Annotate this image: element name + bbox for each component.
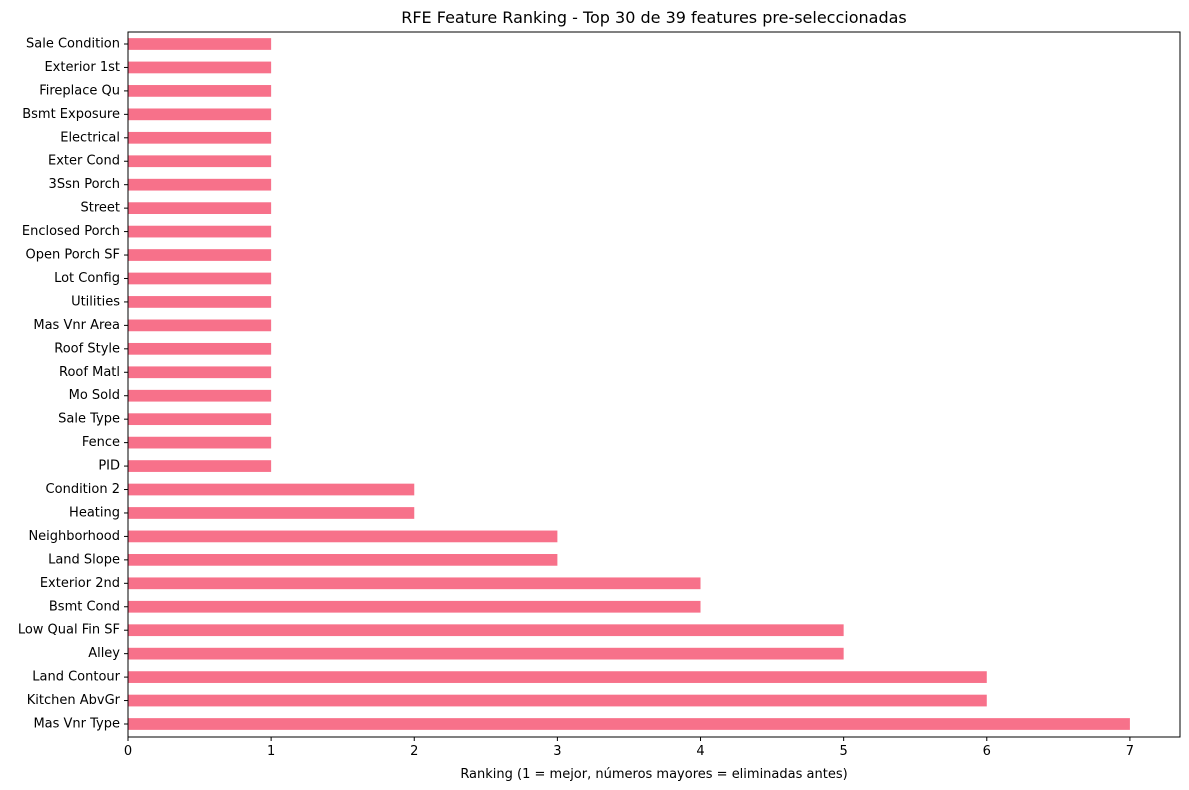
bar [128,38,272,50]
bar [128,577,701,590]
bar [128,272,272,285]
y-tick-label: Exterior 2nd [40,576,120,591]
bar [128,413,272,426]
bar [128,249,272,261]
bar [128,600,701,613]
y-axis-ticks: Sale Condition Exterior 1st Fireplace Qu Bs… [18,37,128,732]
y-tick-label: Electrical [60,130,120,145]
bars-layer [128,38,1130,730]
bar [128,647,844,660]
bar [128,436,272,449]
x-axis-label: Ranking (1 = mejor, números mayores = el… [460,767,847,782]
bar [128,624,844,637]
bar [128,507,415,519]
bar [128,319,272,332]
bar [128,225,272,238]
y-tick-label: Mas Vnr Area [33,318,120,333]
bar [128,554,558,566]
bar [128,178,272,191]
x-tick-label: 5 [840,744,848,759]
y-tick-label: Alley [88,646,120,661]
y-tick-label: Exterior 1st [44,60,120,75]
bar [128,155,272,168]
y-tick-label: Sale Condition [26,37,120,52]
y-tick-label: Lot Config [54,271,120,286]
bar [128,460,272,472]
y-tick-label: Kitchen AbvGr [27,693,121,708]
bar [128,85,272,97]
x-tick-label: 0 [124,744,132,759]
bar [128,483,415,496]
y-tick-label: Sale Type [58,412,120,427]
bar [128,671,987,683]
y-tick-label: Bsmt Exposure [22,107,120,122]
y-tick-label: Heating [69,505,120,520]
chart-title: RFE Feature Ranking - Top 30 de 39 featu… [401,8,907,27]
bar [128,389,272,402]
bar [128,202,272,214]
y-tick-label: Exter Cond [48,154,120,169]
x-tick-label: 2 [410,744,418,759]
y-tick-label: Fireplace Qu [39,83,120,98]
bar [128,366,272,379]
y-tick-label: Condition 2 [46,482,120,497]
bar [128,131,272,144]
bar [128,342,272,355]
y-tick-label: Open Porch SF [26,248,121,263]
bar [128,718,1130,730]
bar [128,296,272,308]
y-tick-label: Land Contour [32,670,120,685]
x-tick-label: 3 [553,744,561,759]
y-tick-label: Roof Matl [59,365,120,380]
y-tick-label: Low Qual Fin SF [18,623,120,638]
bar [128,61,272,74]
x-tick-label: 4 [696,744,704,759]
y-tick-label: Mo Sold [69,388,120,403]
y-tick-label: PID [98,459,120,474]
y-tick-label: Mas Vnr Type [33,717,120,732]
y-tick-label: Utilities [71,294,120,309]
y-tick-label: 3Ssn Porch [49,177,120,192]
x-tick-label: 6 [983,744,991,759]
y-tick-label: Land Slope [48,552,120,567]
y-tick-label: Roof Style [54,341,120,356]
y-tick-label: Neighborhood [28,529,120,544]
y-tick-label: Bsmt Cond [49,599,120,614]
y-tick-label: Fence [82,435,120,450]
x-tick-label: 7 [1126,744,1134,759]
x-axis-ticks: 0 1 2 3 4 5 6 7 [124,737,1134,759]
plot-frame [127,31,1181,738]
y-tick-label: Enclosed Porch [22,224,120,239]
x-tick-label: 1 [267,744,275,759]
bar [128,108,272,121]
y-tick-label: Street [80,201,120,216]
bar [128,530,558,543]
bar [128,694,987,707]
